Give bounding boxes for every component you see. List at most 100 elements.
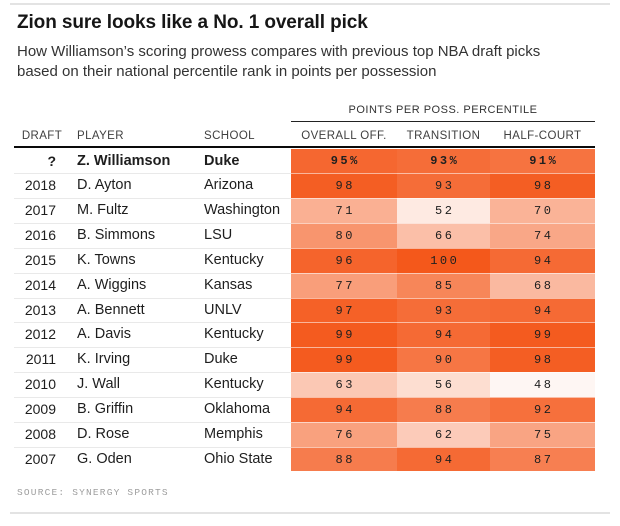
- half-court-percentile-cell: 48: [490, 372, 595, 397]
- transition-percentile-cell: 93: [397, 173, 490, 199]
- transition-percentile-cell: 56: [397, 372, 490, 397]
- draft-year-cell: 2014: [24, 276, 56, 293]
- school-name-cell: UNLV: [204, 301, 242, 318]
- overall-off-percentile-cell: 63: [291, 372, 397, 397]
- transition-percentile-cell: 62: [397, 421, 490, 447]
- transition-percentile-cell: 93%: [397, 148, 490, 174]
- school-name-cell: Oklahoma: [204, 400, 271, 417]
- column-header-overall-off: OVERALL OFF.: [301, 130, 387, 142]
- school-name-cell: Duke: [204, 351, 238, 368]
- draft-year-cell: 2008: [24, 425, 56, 442]
- half-court-percentile-cell: 98: [490, 173, 595, 199]
- table-row: 2014 A. Wiggins Kansas 77 85 68: [0, 272, 620, 298]
- table-row: 2013 A. Bennett UNLV 97 93 94: [0, 297, 620, 323]
- transition-percentile-cell: 66: [397, 223, 490, 248]
- school-name-cell: Kentucky: [204, 376, 264, 393]
- overall-off-percentile-cell: 76: [291, 421, 397, 447]
- school-name-cell: Kansas: [204, 276, 253, 293]
- draft-year-cell: 2009: [24, 400, 56, 417]
- transition-percentile-cell: 88: [397, 396, 490, 422]
- player-name-cell: K. Irving: [77, 351, 131, 368]
- player-name-cell: A. Bennett: [77, 301, 145, 318]
- table-row: 2012 A. Davis Kentucky 99 94 99: [0, 322, 620, 348]
- overall-off-percentile-cell: 80: [291, 223, 397, 248]
- half-court-percentile-cell: 94: [490, 247, 595, 273]
- page-subtitle: How Williamson’s scoring prowess compare…: [17, 43, 541, 80]
- overall-off-percentile-cell: 88: [291, 446, 397, 472]
- player-name-cell: A. Davis: [77, 326, 131, 343]
- column-header-draft: DRAFT: [21, 130, 63, 142]
- table-row: 2011 K. Irving Duke 99 90 98: [0, 347, 620, 373]
- source-note: SOURCE: SYNERGY SPORTS: [17, 487, 169, 498]
- draft-year-cell: 2010: [24, 376, 56, 393]
- player-name-cell: J. Wall: [77, 376, 120, 393]
- column-header-row: DRAFT PLAYER SCHOOL OVERALL OFF. TRANSIT…: [0, 130, 620, 146]
- player-name-cell: A. Wiggins: [77, 276, 147, 293]
- draft-year-cell: 2018: [24, 177, 56, 194]
- player-name-cell: G. Oden: [77, 450, 132, 467]
- overall-off-percentile-cell: 95%: [291, 148, 397, 174]
- transition-percentile-cell: 90: [397, 347, 490, 373]
- overall-off-percentile-cell: 94: [291, 396, 397, 422]
- transition-percentile-cell: 52: [397, 198, 490, 224]
- school-name-cell: LSU: [204, 227, 233, 244]
- table-header-rule: [14, 146, 595, 148]
- player-name-cell: K. Towns: [77, 251, 136, 268]
- draft-year-cell: 2007: [24, 450, 56, 467]
- transition-percentile-cell: 100: [397, 247, 490, 273]
- top-divider: [10, 3, 610, 5]
- table-row: 2017 M. Fultz Washington 71 52 70: [0, 198, 620, 224]
- player-name-cell: D. Ayton: [77, 177, 132, 194]
- school-name-cell: Ohio State: [204, 450, 273, 467]
- transition-percentile-cell: 85: [397, 272, 490, 298]
- table-row: 2018 D. Ayton Arizona 98 93 98: [0, 173, 620, 199]
- school-name-cell: Kentucky: [204, 251, 264, 268]
- column-header-transition: TRANSITION: [406, 130, 481, 142]
- half-court-percentile-cell: 75: [490, 421, 595, 447]
- school-name-cell: Washington: [204, 202, 281, 219]
- overall-off-percentile-cell: 71: [291, 198, 397, 224]
- table-row: 2015 K. Towns Kentucky 96 100 94: [0, 247, 620, 273]
- school-name-cell: Memphis: [204, 425, 263, 442]
- school-name-cell: Duke: [204, 152, 240, 169]
- half-court-percentile-cell: 98: [490, 347, 595, 373]
- half-court-percentile-cell: 68: [490, 272, 595, 298]
- overall-off-percentile-cell: 97: [291, 297, 397, 323]
- draft-year-cell: ?: [47, 152, 56, 169]
- player-name-cell: Z. Williamson: [77, 152, 171, 169]
- player-name-cell: B. Griffin: [77, 400, 134, 417]
- half-court-percentile-cell: 94: [490, 297, 595, 323]
- group-header-points-per-poss: POINTS PER POSS. PERCENTILE: [291, 104, 595, 122]
- table-row: 2009 B. Griffin Oklahoma 94 88 92: [0, 396, 620, 422]
- column-header-school: SCHOOL: [204, 130, 255, 142]
- player-name-cell: D. Rose: [77, 425, 130, 442]
- school-name-cell: Arizona: [204, 177, 254, 194]
- transition-percentile-cell: 94: [397, 322, 490, 348]
- half-court-percentile-cell: 91%: [490, 148, 595, 174]
- transition-percentile-cell: 94: [397, 446, 490, 472]
- table-row: 2010 J. Wall Kentucky 63 56 48: [0, 372, 620, 397]
- table-row: ? Z. Williamson Duke 95% 93% 91%: [0, 148, 620, 174]
- table-row: 2008 D. Rose Memphis 76 62 75: [0, 421, 620, 447]
- page-title: Zion sure looks like a No. 1 overall pic…: [17, 12, 368, 33]
- overall-off-percentile-cell: 96: [291, 247, 397, 273]
- column-header-player: PLAYER: [77, 130, 124, 142]
- table-row: 2016 B. Simmons LSU 80 66 74: [0, 223, 620, 248]
- draft-year-cell: 2011: [25, 351, 56, 368]
- draft-year-cell: 2013: [24, 301, 56, 318]
- player-name-cell: B. Simmons: [77, 227, 156, 244]
- draft-year-cell: 2016: [24, 227, 56, 244]
- overall-off-percentile-cell: 98: [291, 173, 397, 199]
- bottom-divider: [10, 512, 610, 514]
- overall-off-percentile-cell: 99: [291, 322, 397, 348]
- half-court-percentile-cell: 99: [490, 322, 595, 348]
- draft-year-cell: 2017: [24, 202, 56, 219]
- half-court-percentile-cell: 92: [490, 396, 595, 422]
- school-name-cell: Kentucky: [204, 326, 264, 343]
- player-name-cell: M. Fultz: [77, 202, 129, 219]
- table-body: ? Z. Williamson Duke 95% 93% 91% 2018 D.…: [0, 148, 620, 472]
- column-header-half-court: HALF-COURT: [503, 130, 582, 142]
- overall-off-percentile-cell: 99: [291, 347, 397, 373]
- half-court-percentile-cell: 87: [490, 446, 595, 472]
